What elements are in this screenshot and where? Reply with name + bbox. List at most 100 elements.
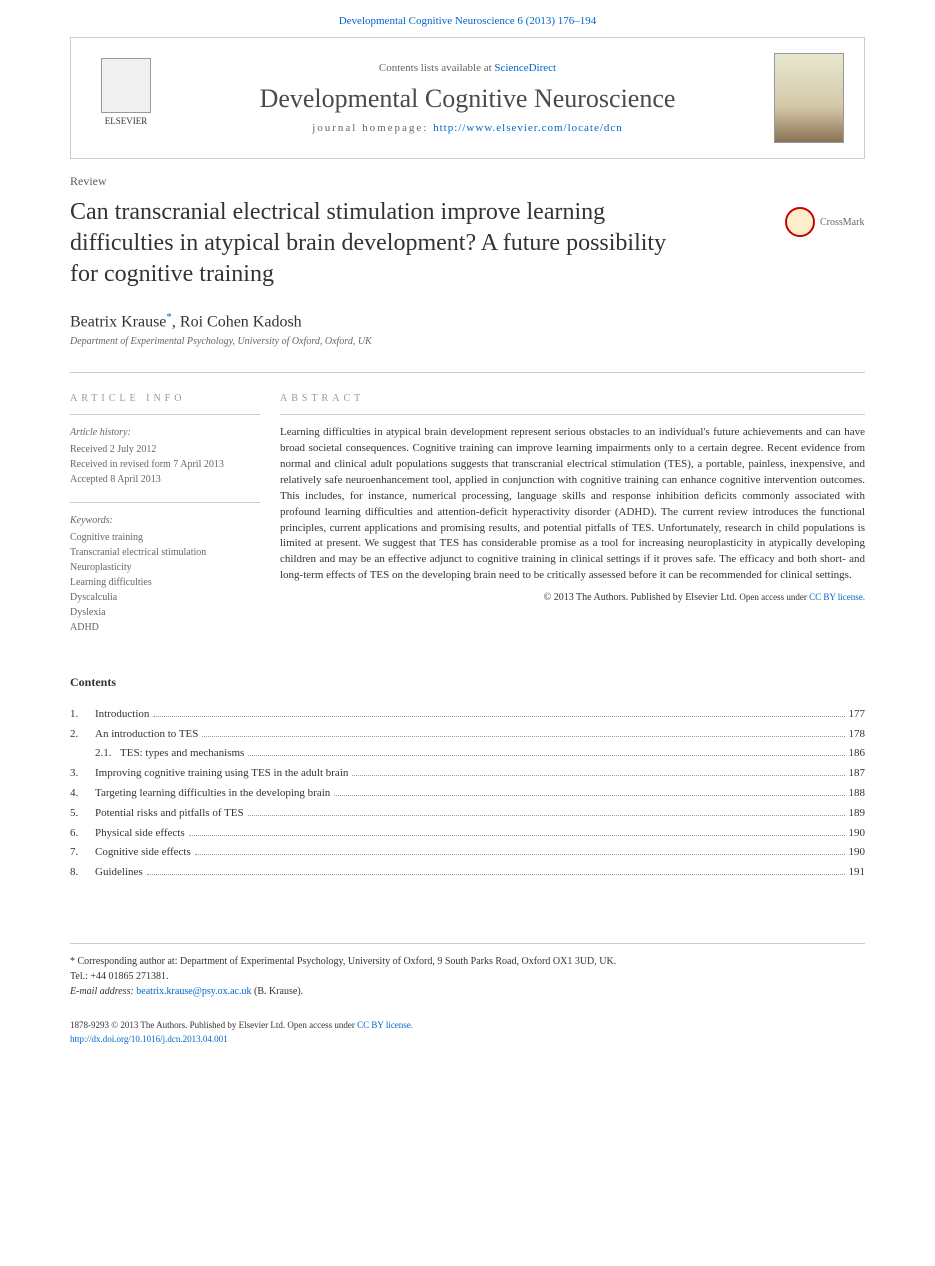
history-block: Article history: Received 2 July 2012 Re… xyxy=(70,414,260,487)
toc-num: 3. xyxy=(70,764,95,784)
abstract-text: Learning difficulties in atypical brain … xyxy=(280,414,865,584)
toc-page: 186 xyxy=(849,744,866,764)
toc-num: 6. xyxy=(70,824,95,844)
abstract-col: abstract Learning difficulties in atypic… xyxy=(280,393,865,650)
toc-num: 1. xyxy=(70,705,95,725)
article-title: Can transcranial electrical stimulation … xyxy=(70,197,670,291)
info-abstract-row: article info Article history: Received 2… xyxy=(70,372,865,650)
toc-label: TES: types and mechanisms xyxy=(120,744,244,764)
crossmark-label: CrossMark xyxy=(820,217,864,228)
issn-text: 1878-9293 © 2013 The Authors. Published … xyxy=(70,1020,287,1030)
affiliation: Department of Experimental Psychology, U… xyxy=(70,336,865,347)
toc-num: 5. xyxy=(70,804,95,824)
toc-dots xyxy=(248,815,845,816)
contents-text: Contents lists available at xyxy=(379,62,494,74)
citation-link[interactable]: Developmental Cognitive Neuroscience 6 (… xyxy=(339,15,597,27)
contents-section: Contents 1.Introduction1772.An introduct… xyxy=(70,675,865,883)
toc-page: 188 xyxy=(849,784,866,804)
toc-page: 187 xyxy=(849,764,866,784)
license-link[interactable]: CC BY license. xyxy=(809,592,865,602)
toc-dots xyxy=(202,736,844,737)
email-link[interactable]: beatrix.krause@psy.ox.ac.uk xyxy=(136,986,251,997)
footer-bottom: 1878-9293 © 2013 The Authors. Published … xyxy=(70,1019,865,1046)
email-label: E-mail address: xyxy=(70,986,136,997)
homepage-link[interactable]: http://www.elsevier.com/locate/dcn xyxy=(433,122,623,134)
keyword: Dyscalculia xyxy=(70,590,260,605)
keyword: ADHD xyxy=(70,620,260,635)
keywords-block: Keywords: Cognitive training Transcrania… xyxy=(70,502,260,635)
toc-num: 2.1. xyxy=(95,744,120,764)
keyword: Transcranial electrical stimulation xyxy=(70,545,260,560)
header-citation: Developmental Cognitive Neuroscience 6 (… xyxy=(0,0,935,37)
toc-page: 191 xyxy=(849,863,866,883)
homepage-label: journal homepage: xyxy=(312,122,433,134)
history-label: Article history: xyxy=(70,425,260,440)
accepted-date: Accepted 8 April 2013 xyxy=(70,472,260,487)
copyright-text: © 2013 The Authors. Published by Elsevie… xyxy=(544,592,740,603)
article-info-col: article info Article history: Received 2… xyxy=(70,393,280,650)
toc-label: Introduction xyxy=(95,705,149,725)
keyword: Cognitive training xyxy=(70,530,260,545)
toc-label: Cognitive side effects xyxy=(95,843,191,863)
email-line: E-mail address: beatrix.krause@psy.ox.ac… xyxy=(70,984,865,999)
keyword: Learning difficulties xyxy=(70,575,260,590)
toc-item[interactable]: 2.An introduction to TES 178 xyxy=(70,725,865,745)
toc-page: 177 xyxy=(849,705,866,725)
corresponding-address: * Corresponding author at: Department of… xyxy=(70,954,865,969)
toc-item[interactable]: 2.1.TES: types and mechanisms 186 xyxy=(70,744,865,764)
toc-item[interactable]: 4.Targeting learning difficulties in the… xyxy=(70,784,865,804)
elsevier-label: ELSEVIER xyxy=(105,116,148,126)
toc-num: 2. xyxy=(70,725,95,745)
toc-item[interactable]: 3.Improving cognitive training using TES… xyxy=(70,764,865,784)
header-center: Contents lists available at ScienceDirec… xyxy=(161,62,774,134)
toc-label: An introduction to TES xyxy=(95,725,198,745)
toc-item[interactable]: 7.Cognitive side effects 190 xyxy=(70,843,865,863)
footer-license-link[interactable]: CC BY license. xyxy=(357,1020,413,1030)
contents-heading: Contents xyxy=(70,675,865,690)
authors: Beatrix Krause*, Roi Cohen Kadosh xyxy=(70,311,865,331)
keyword: Neuroplasticity xyxy=(70,560,260,575)
sciencedirect-link[interactable]: ScienceDirect xyxy=(494,62,556,74)
toc-dots xyxy=(334,795,844,796)
toc-dots xyxy=(189,835,845,836)
toc-dots xyxy=(248,755,844,756)
keyword: Dyslexia xyxy=(70,605,260,620)
elsevier-logo: ELSEVIER xyxy=(91,58,161,138)
toc-item[interactable]: 8.Guidelines191 xyxy=(70,863,865,883)
revised-date: Received in revised form 7 April 2013 xyxy=(70,457,260,472)
toc-item[interactable]: 1.Introduction 177 xyxy=(70,705,865,725)
toc-dots xyxy=(153,716,844,717)
toc-label: Improving cognitive training using TES i… xyxy=(95,764,348,784)
keywords-label: Keywords: xyxy=(70,513,260,528)
title-row: Can transcranial electrical stimulation … xyxy=(70,197,865,311)
corresponding-tel: Tel.: +44 01865 271381. xyxy=(70,969,865,984)
info-heading: article info xyxy=(70,393,260,404)
toc-page: 178 xyxy=(849,725,866,745)
toc-label: Potential risks and pitfalls of TES xyxy=(95,804,244,824)
journal-homepage: journal homepage: http://www.elsevier.co… xyxy=(161,122,774,134)
toc-num: 4. xyxy=(70,784,95,804)
author-1: Beatrix Krause xyxy=(70,313,166,330)
toc-page: 190 xyxy=(849,843,866,863)
issn-line: 1878-9293 © 2013 The Authors. Published … xyxy=(70,1019,865,1033)
crossmark-badge[interactable]: CrossMark xyxy=(785,197,865,247)
toc-page: 190 xyxy=(849,824,866,844)
toc-num: 7. xyxy=(70,843,95,863)
toc-item[interactable]: 5.Potential risks and pitfalls of TES 189 xyxy=(70,804,865,824)
journal-header-box: ELSEVIER Contents lists available at Sci… xyxy=(70,37,865,159)
received-date: Received 2 July 2012 xyxy=(70,442,260,457)
toc-page: 189 xyxy=(849,804,866,824)
contents-available: Contents lists available at ScienceDirec… xyxy=(161,62,774,74)
toc-item[interactable]: 6.Physical side effects 190 xyxy=(70,824,865,844)
journal-title: Developmental Cognitive Neuroscience xyxy=(161,84,774,114)
email-suffix: (B. Krause). xyxy=(252,986,304,997)
toc-label: Physical side effects xyxy=(95,824,185,844)
crossmark-icon xyxy=(785,207,815,237)
toc-list: 1.Introduction1772.An introduction to TE… xyxy=(70,705,865,883)
journal-cover-image xyxy=(774,53,844,143)
author-2: , Roi Cohen Kadosh xyxy=(172,313,302,330)
toc-num: 8. xyxy=(70,863,95,883)
footer-license-label: Open access under xyxy=(287,1020,357,1030)
doi-link[interactable]: http://dx.doi.org/10.1016/j.dcn.2013.04.… xyxy=(70,1034,228,1044)
elsevier-tree-icon xyxy=(101,58,151,113)
